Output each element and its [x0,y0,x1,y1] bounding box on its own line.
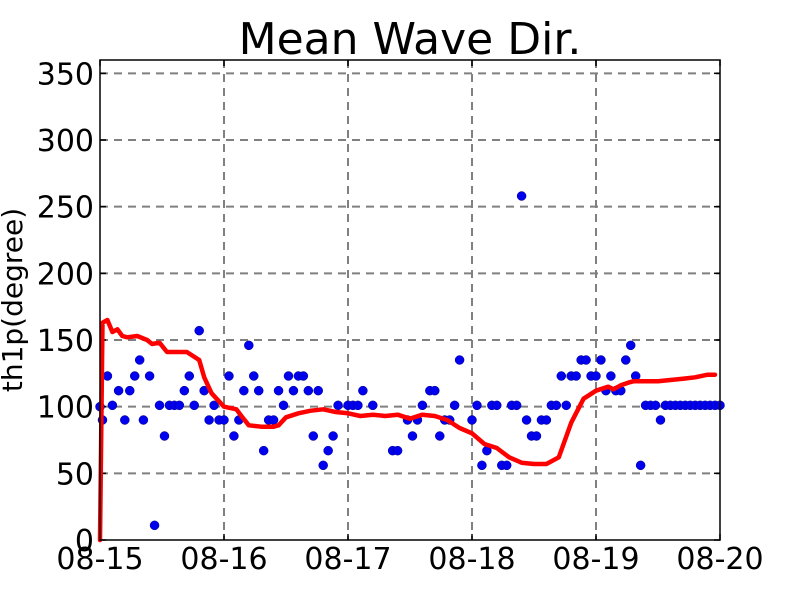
data-point [283,371,294,381]
data-point [328,431,338,441]
data-point [581,355,591,365]
data-point [531,431,542,441]
data-point [102,371,113,381]
data-point [318,460,328,471]
data-point [430,385,440,396]
data-point [650,400,661,411]
data-point [392,445,403,456]
data-point [194,325,204,336]
axis-ticks: 0 50 100 150 200 250 300 350 08-15 08-16 08-17 08-1… [37,57,764,577]
data-point [125,385,135,396]
data-point [353,400,363,411]
x-tick-label: 08-15 [56,542,143,577]
y-tick-label: 250 [37,191,94,226]
data-point [209,400,219,411]
y-axis-label: th1p(degree) [0,208,29,392]
data-point [501,460,512,471]
x-tick-label: 08-20 [676,542,763,577]
data-point [561,400,571,411]
data-point [149,520,160,531]
data-point [229,431,239,441]
data-point [303,385,314,396]
y-tick-label: 100 [37,391,94,426]
data-point [179,385,190,396]
data-point [417,400,428,411]
x-tick-label: 08-18 [428,542,515,577]
data-point [621,355,631,365]
data-point [249,371,259,381]
data-point [273,385,284,396]
data-point [184,371,195,381]
data-point [134,355,145,365]
data-point [511,400,522,411]
data-point [219,415,229,425]
data-point [107,400,118,411]
x-tick-label: 08-16 [180,542,267,577]
data-point [204,415,214,425]
data-point [224,371,234,381]
data-point [449,400,460,411]
data-point [435,431,445,441]
data-point [138,415,149,425]
data-point [635,460,646,471]
data-point [655,415,666,425]
data-point [472,400,482,411]
gridlines [100,60,720,540]
data-point [333,400,343,411]
data-point [323,445,333,456]
y-tick-label: 0 [75,524,94,559]
data-point [278,400,289,411]
data-point [571,371,581,381]
chart-title: Mean Wave Dir. [239,14,582,65]
data-point [606,371,616,381]
data-point [516,191,527,201]
data-point [492,400,502,411]
data-point [551,400,562,411]
data-point [477,460,487,471]
data-point [313,385,323,396]
plot-frame [99,59,721,541]
data-point [541,415,552,425]
data-point [239,385,249,396]
data-point [368,400,378,411]
data-point [253,385,264,396]
data-point [358,385,368,396]
data-point [159,431,170,441]
data-point [288,385,299,396]
data-point [120,415,130,425]
x-tick-label: 08-17 [304,542,391,577]
trend-line [97,317,718,543]
data-point [308,431,319,441]
data-point [144,371,155,381]
data-point [591,371,601,381]
data-point [407,431,418,441]
data-point [521,415,532,425]
data-point [174,400,185,411]
data-point [268,415,279,425]
data-point [625,340,636,351]
y-tick-label: 300 [37,124,94,159]
scatter-series [95,191,725,531]
y-tick-label: 50 [56,457,94,492]
y-tick-label: 200 [37,257,94,292]
data-point [154,400,165,411]
data-point [113,385,124,396]
data-point [258,445,269,456]
data-point [556,371,567,381]
y-tick-label: 150 [37,324,94,359]
data-point [298,371,309,381]
x-tick-label: 08-19 [552,542,639,577]
data-point [244,340,254,351]
data-point [454,355,465,365]
data-point [129,371,140,381]
data-point [189,400,199,411]
data-point [596,355,606,365]
data-series [95,191,725,543]
y-tick-label: 350 [37,57,94,92]
data-point [467,415,477,425]
